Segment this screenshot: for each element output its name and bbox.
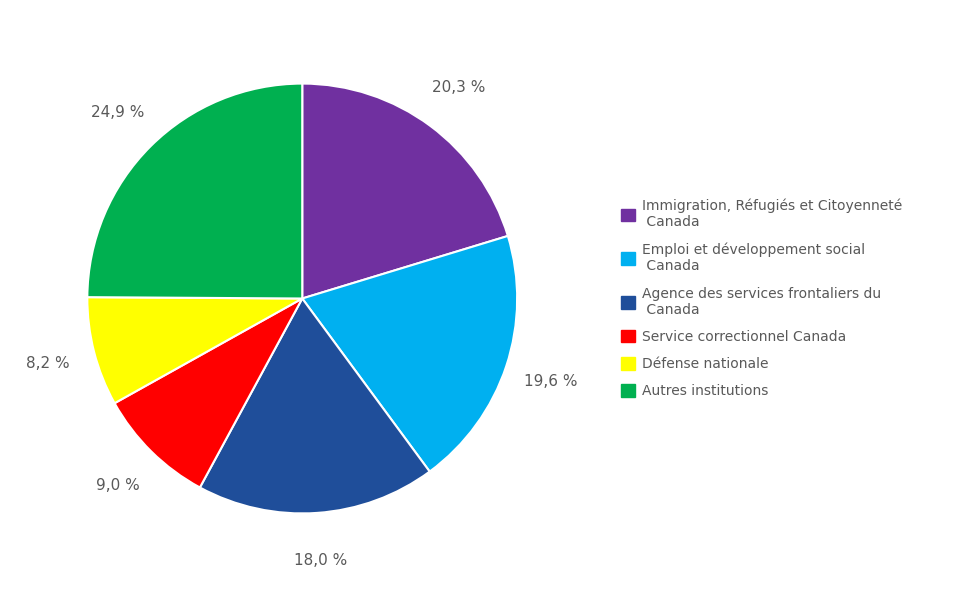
Wedge shape [200, 298, 430, 513]
Wedge shape [115, 298, 302, 488]
Text: 24,9 %: 24,9 % [91, 105, 144, 120]
Text: 9,0 %: 9,0 % [97, 478, 139, 493]
Text: 8,2 %: 8,2 % [26, 356, 70, 371]
Text: 19,6 %: 19,6 % [525, 374, 578, 389]
Legend: Immigration, Réfugiés et Citoyenneté
 Canada, Emploi et développement social
 Ca: Immigration, Réfugiés et Citoyenneté Can… [621, 199, 902, 398]
Wedge shape [302, 236, 517, 472]
Wedge shape [88, 84, 302, 298]
Wedge shape [302, 84, 508, 298]
Text: 18,0 %: 18,0 % [293, 553, 347, 568]
Wedge shape [88, 297, 302, 403]
Text: 20,3 %: 20,3 % [432, 81, 485, 96]
